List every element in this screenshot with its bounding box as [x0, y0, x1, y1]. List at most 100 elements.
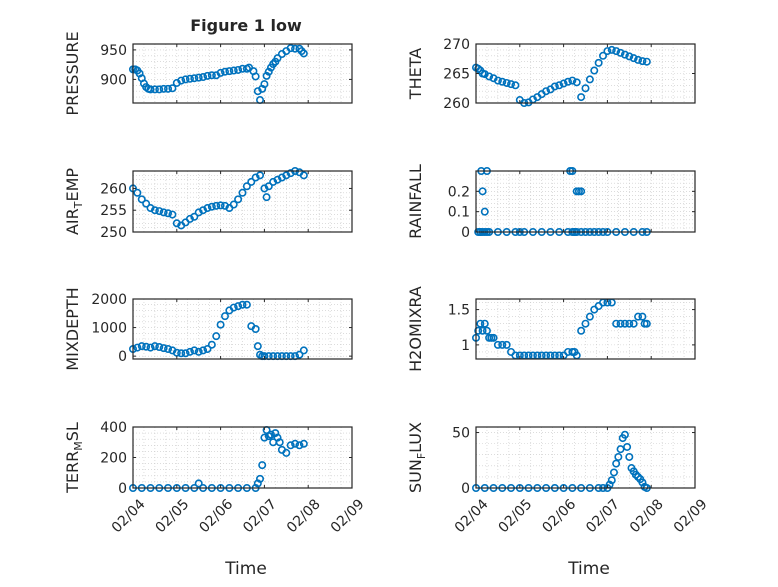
data-point [146, 204, 155, 213]
data-point [485, 72, 494, 81]
data-point [155, 207, 164, 216]
data-point [155, 85, 164, 94]
data-point [581, 319, 590, 328]
y-tick-label: 1 [461, 338, 470, 354]
data-point [238, 300, 247, 309]
y-tick-label: 0.1 [448, 205, 470, 221]
y-axis-label: SUNFLUX [406, 422, 428, 493]
data-point [291, 439, 300, 448]
data-point [555, 81, 564, 90]
x-tick-label: 02/04 [452, 496, 492, 536]
data-point [164, 209, 173, 218]
data-point [616, 319, 625, 328]
y-tick-label: 255 [100, 203, 127, 219]
data-point [133, 343, 142, 352]
data-point [607, 476, 616, 485]
data-point [299, 346, 308, 355]
y-axis-label: MIXDEPTH [63, 287, 82, 370]
figure-title: Figure 1 low [190, 16, 302, 35]
axes-box [132, 298, 353, 360]
y-axis-label: H2OMIXRA [406, 286, 425, 372]
data-point [625, 52, 634, 61]
subplot-air-temp: 250 255 260 AIRTEMP [63, 167, 353, 241]
data-point [146, 343, 155, 352]
data-point [493, 340, 502, 349]
data-point [185, 214, 194, 223]
subplot-h2omixra: 1 1.5 H2OMIXRA [406, 286, 696, 372]
data-point [631, 470, 640, 479]
subplot-rainfall: 0 0.1 0.2 RAINFALL [406, 164, 696, 241]
data-point [190, 74, 199, 83]
data-point [220, 201, 229, 210]
data-point [511, 81, 520, 90]
data-point [220, 67, 229, 76]
y-tick-label: 1.5 [448, 303, 470, 319]
data-point [172, 219, 181, 228]
data-point [133, 188, 142, 197]
data-point [177, 349, 186, 358]
data-point [599, 51, 608, 60]
data-point [590, 66, 599, 75]
data-point [609, 468, 618, 477]
data-point [185, 347, 194, 356]
data-point [634, 472, 643, 481]
data-point [559, 79, 568, 88]
y-tick-label: 400 [100, 420, 127, 436]
data-point [629, 319, 638, 328]
data-point [299, 171, 308, 180]
axes-box [132, 170, 353, 233]
data-point [229, 66, 238, 75]
data-point [155, 342, 164, 351]
data-point [273, 54, 282, 63]
data-point [212, 332, 221, 341]
data-point [216, 68, 225, 77]
data-point [194, 479, 203, 488]
y-axis-label: RAINFALL [406, 164, 425, 239]
data-point [238, 188, 247, 197]
data-point [634, 55, 643, 64]
data-point [216, 201, 225, 210]
data-point [253, 342, 262, 351]
data-point [629, 54, 638, 63]
data-point [625, 452, 634, 461]
x-tick-label: 02/07 [583, 496, 623, 536]
data-point [229, 303, 238, 312]
data-point [502, 78, 511, 87]
x-tick-label: 02/04 [109, 496, 149, 536]
data-point [577, 187, 586, 196]
data-point [159, 84, 168, 93]
data-point [585, 312, 594, 321]
x-tick-label: 02/06 [539, 496, 579, 536]
axes-box [475, 426, 696, 489]
data-point [159, 208, 168, 217]
data-point [150, 85, 159, 94]
y-tick-label: 1000 [91, 321, 127, 337]
data-point [251, 173, 260, 182]
data-point [493, 76, 502, 85]
data-point [563, 77, 572, 86]
x-tick-label: 02/08 [284, 496, 324, 536]
data-point [612, 459, 621, 468]
data-point [474, 326, 483, 335]
y-tick-label: 0 [118, 481, 127, 497]
data-point [550, 82, 559, 91]
data-point [489, 333, 498, 342]
data-point [234, 65, 243, 74]
data-point [142, 342, 151, 351]
data-point [266, 430, 275, 439]
data-point [260, 433, 269, 442]
data-point [620, 50, 629, 59]
data-point [207, 202, 216, 211]
data-point [256, 171, 265, 180]
data-point [203, 204, 212, 213]
data-point [185, 74, 194, 83]
data-point [286, 169, 295, 178]
data-point [594, 58, 603, 67]
data-point [164, 84, 173, 93]
data-point [207, 340, 216, 349]
data-point [295, 350, 304, 359]
data-point [229, 200, 238, 209]
x-tick-label: 02/06 [196, 496, 236, 536]
y-tick-label: 0 [461, 225, 470, 241]
data-point [299, 439, 308, 448]
